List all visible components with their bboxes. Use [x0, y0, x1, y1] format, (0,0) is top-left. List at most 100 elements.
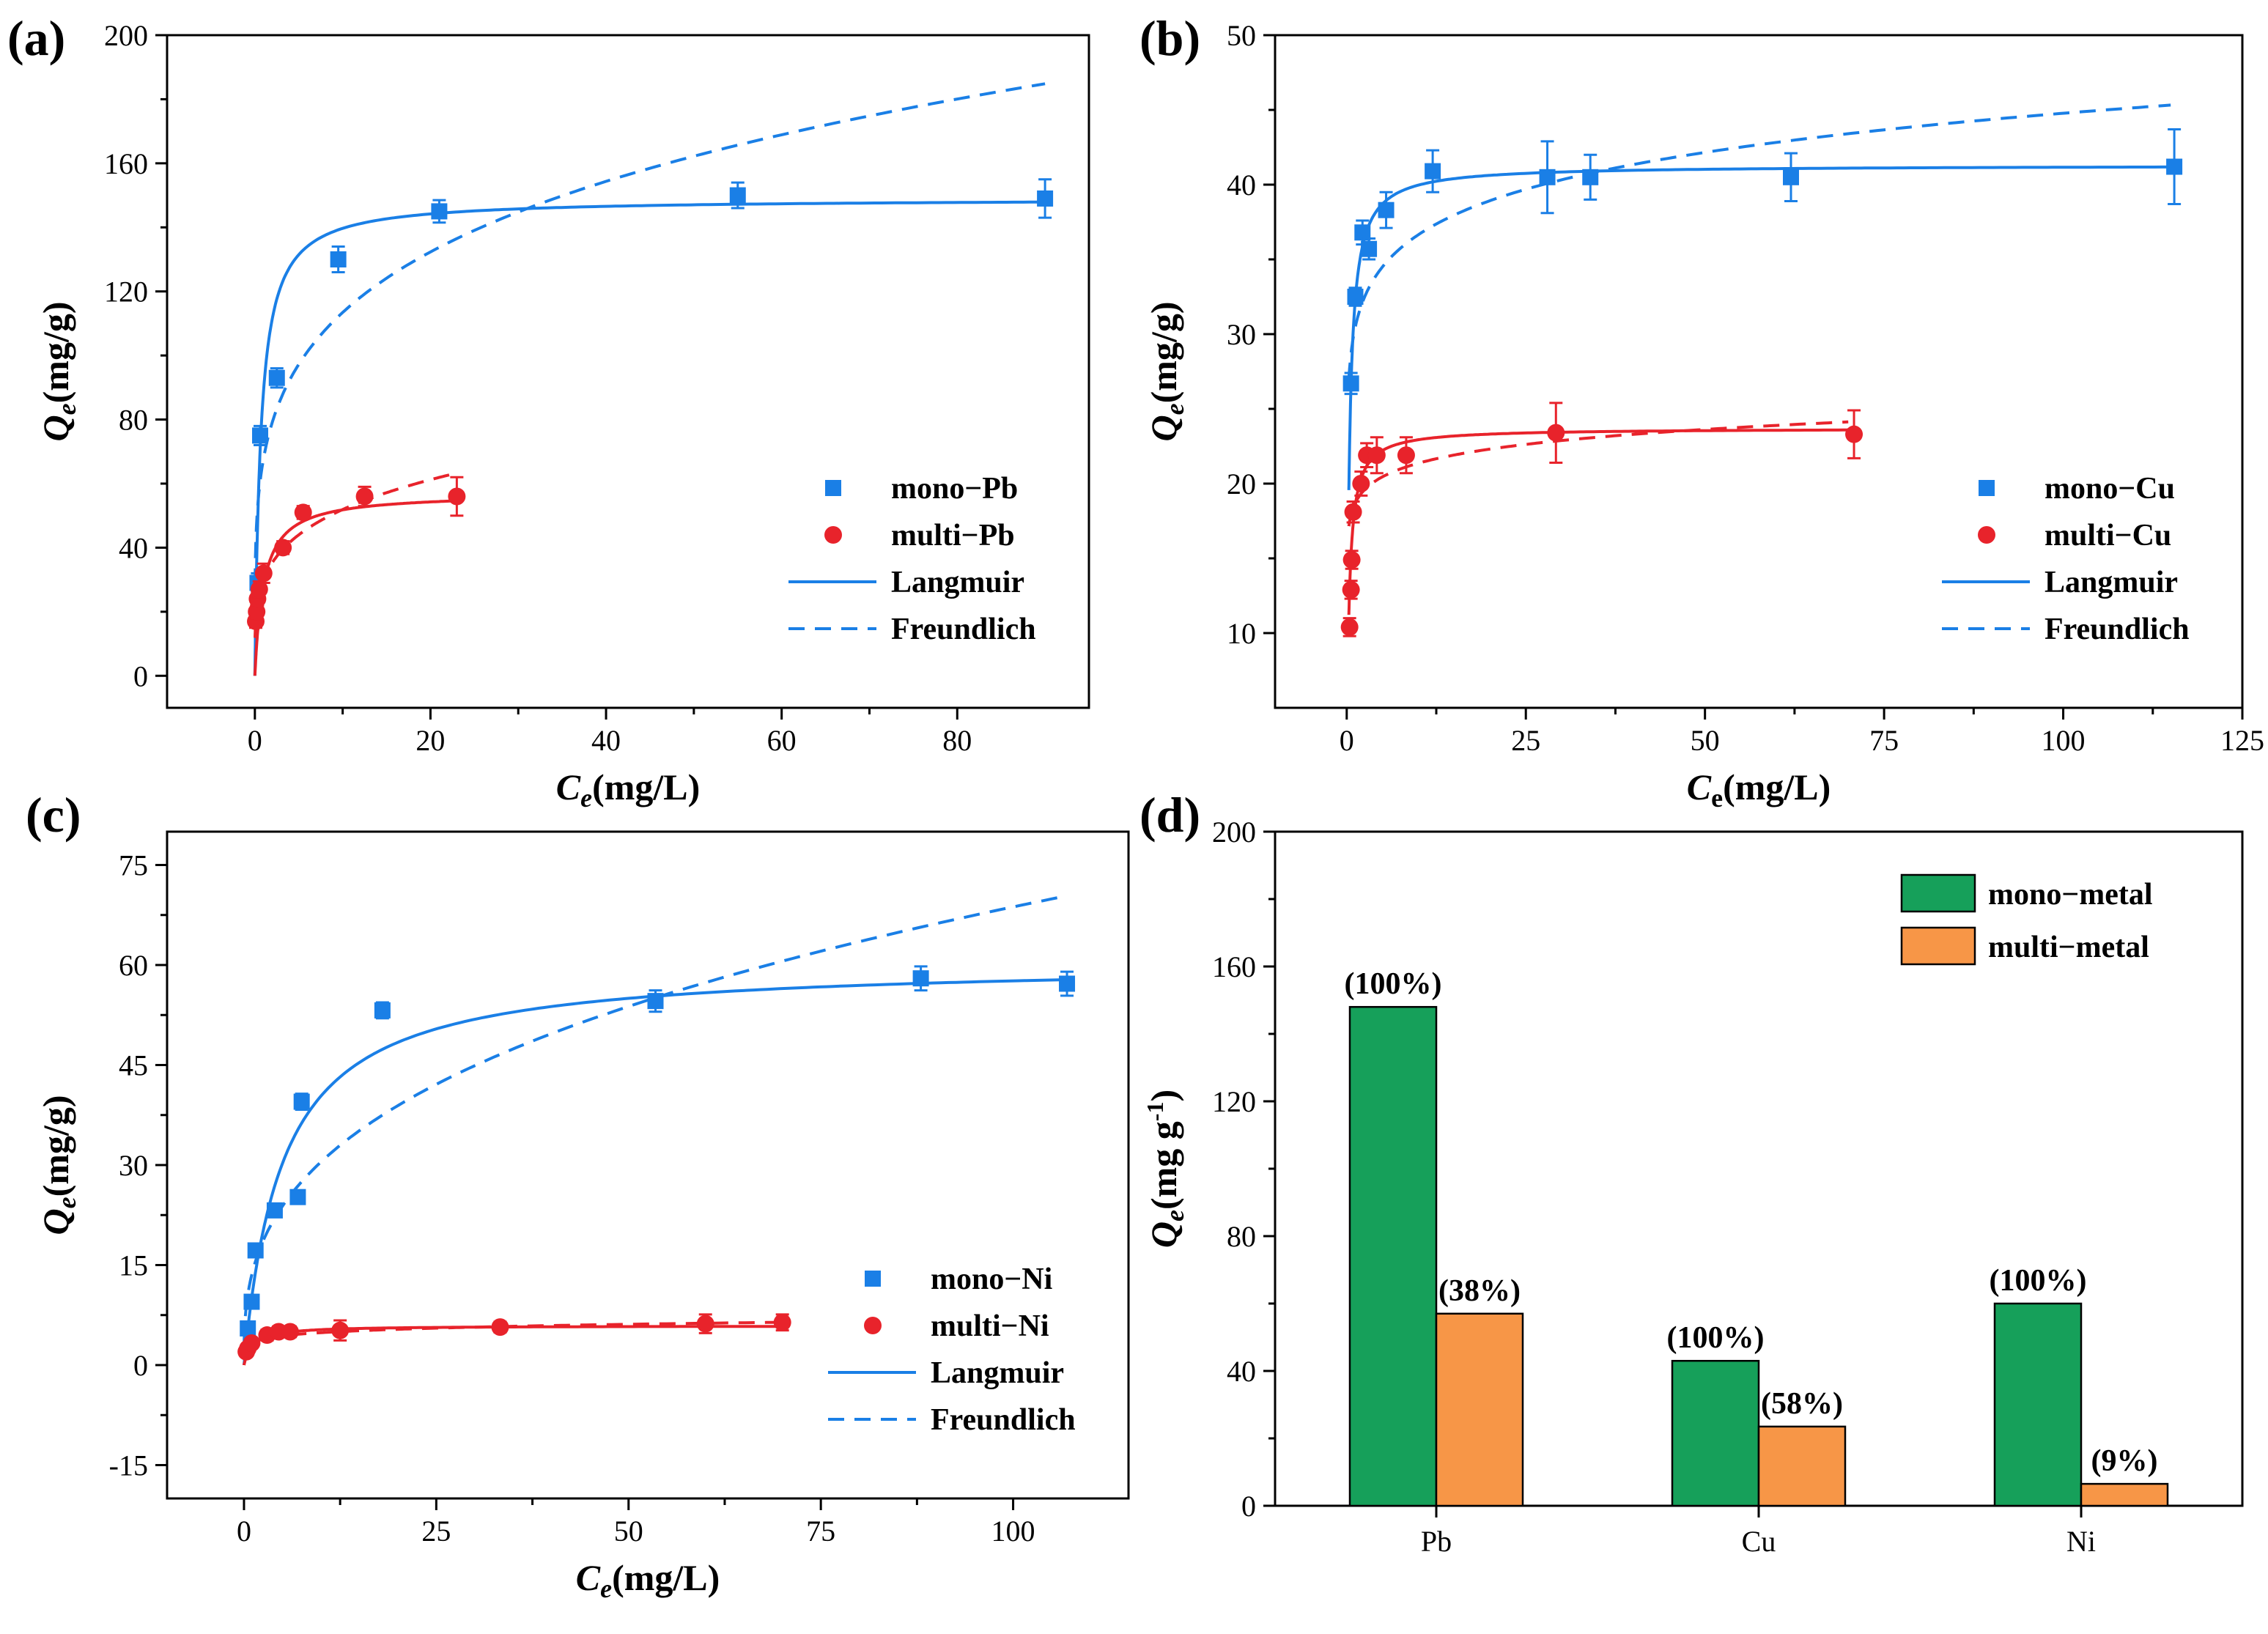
legend-marker — [1979, 480, 1995, 496]
data-point — [1361, 240, 1378, 257]
y-tick-label: 200 — [1212, 816, 1256, 849]
data-point — [1397, 446, 1415, 465]
data-point — [1342, 375, 1359, 392]
freundlich-curve-mono−Cu — [1347, 103, 2171, 379]
plot-frame — [1274, 34, 2244, 709]
legend: mono−Ni multi−Ni Langmuir Freundlich — [828, 1263, 1076, 1437]
bar-Ni-1 — [2080, 1482, 2169, 1507]
legend-swatch — [1900, 926, 1976, 966]
legend-label: multi−Cu — [2044, 519, 2171, 552]
y-tick-label: 0 — [1241, 1490, 1256, 1523]
bar-value-label: (100%) — [1345, 967, 1442, 1001]
legend-label: mono−Pb — [891, 472, 1018, 506]
legend-label: Langmuir — [2044, 566, 2178, 599]
data-point — [647, 993, 664, 1010]
x-tick-label: 50 — [614, 1515, 643, 1548]
data-point — [491, 1318, 509, 1337]
legend-swatch — [1900, 873, 1976, 913]
langmuir-curve-mono−Pb — [253, 200, 1046, 676]
legend-label: mono−Cu — [2044, 472, 2175, 506]
data-point — [289, 1188, 306, 1205]
data-point — [266, 1202, 283, 1219]
data-point — [374, 1002, 391, 1019]
legend-marker — [825, 480, 841, 496]
data-point — [1845, 425, 1863, 443]
y-title-end: ) — [1143, 1090, 1184, 1102]
data-point — [243, 1334, 261, 1352]
data-point — [1037, 190, 1054, 207]
y-tick-label: 60 — [119, 949, 148, 982]
data-point — [240, 1320, 256, 1337]
data-point — [1354, 224, 1371, 241]
data-point — [331, 1321, 350, 1339]
legend-marker — [1978, 526, 1995, 544]
y-title-rest: (mg/g) — [1143, 302, 1184, 404]
legend-label: multi−metal — [1988, 931, 2149, 964]
bar-Pb-0 — [1348, 1005, 1438, 1507]
y-tick-label: 40 — [119, 531, 148, 564]
x-tick-label: 0 — [248, 724, 262, 757]
data-point — [1347, 289, 1364, 305]
data-point — [1783, 169, 1799, 185]
x-title-main: C — [576, 1557, 601, 1598]
y-tick-label: 80 — [1227, 1220, 1256, 1253]
data-point — [1539, 169, 1556, 185]
data-point — [250, 580, 268, 599]
x-axis-title: Ce(mg/L) — [1687, 766, 1831, 813]
y-title-main: Q — [35, 415, 76, 441]
bar-Cu-0 — [1671, 1359, 1760, 1507]
freundlich-curve-mono−Ni — [243, 894, 1068, 1343]
category-label: Cu — [1742, 1525, 1776, 1558]
y-title-sup: -1 — [1142, 1102, 1168, 1122]
y-axis-title: Qe(mg/g) — [35, 1095, 81, 1235]
x-axis-title: Ce(mg/L) — [556, 766, 701, 813]
freundlich-curve-multi−Pb — [254, 471, 457, 639]
y-tick-label: 80 — [119, 404, 148, 437]
data-point — [1425, 163, 1441, 180]
x-title-main: C — [556, 766, 581, 807]
langmuir-curve-multi−Pb — [253, 499, 457, 676]
data-point — [448, 487, 466, 506]
data-point — [330, 251, 347, 267]
data-point — [274, 539, 292, 557]
legend-label: Langmuir — [931, 1356, 1064, 1390]
y-tick-label: 40 — [1227, 1355, 1256, 1388]
x-title-rest: (mg/L) — [1723, 766, 1831, 807]
langmuir-curve-mono−Ni — [243, 978, 1068, 1365]
x-title-sub: e — [580, 783, 592, 813]
x-tick-label: 40 — [591, 724, 621, 757]
panel-label: (d) — [1139, 787, 1200, 843]
x-tick-label: 100 — [2042, 724, 2086, 757]
legend-label: Freundlich — [2044, 613, 2190, 646]
x-tick-label: 75 — [1869, 724, 1899, 757]
legend-label: multi−Ni — [931, 1309, 1049, 1343]
y-tick-label: 20 — [1227, 467, 1256, 500]
chart-panel-d: (d) 0 40 80 120 160 200 Qe(mg g-1) Pb (100%) (38%)… — [1139, 787, 2244, 1558]
y-tick-label: 0 — [133, 1349, 148, 1382]
langmuir-curve-mono−Cu — [1347, 165, 2171, 490]
legend-label: Freundlich — [931, 1403, 1076, 1437]
data-point — [912, 970, 929, 987]
y-tick-label: 10 — [1227, 617, 1256, 650]
y-title-main: Q — [35, 1208, 76, 1235]
data-point — [431, 203, 448, 220]
x-tick-label: 50 — [1691, 724, 1720, 757]
data-point — [1342, 580, 1360, 599]
category-label: Ni — [2066, 1525, 2096, 1558]
y-axis-title: Qe(mg/g) — [1143, 302, 1189, 442]
legend-label: mono−Ni — [931, 1263, 1053, 1296]
data-point — [1059, 975, 1076, 992]
x-title-main: C — [1687, 766, 1712, 807]
x-title-sub: e — [1711, 783, 1723, 813]
y-tick-label: 0 — [133, 659, 148, 692]
y-title-sub: e — [1160, 403, 1189, 415]
bar-value-label: (9%) — [2091, 1444, 2158, 1478]
category-label: Pb — [1421, 1525, 1452, 1558]
data-point — [1344, 503, 1362, 521]
freundlich-curve-mono−Pb — [254, 82, 1046, 585]
y-title-main: Q — [1143, 415, 1184, 441]
y-title-sub: e — [52, 1197, 81, 1208]
data-point — [247, 1242, 264, 1259]
